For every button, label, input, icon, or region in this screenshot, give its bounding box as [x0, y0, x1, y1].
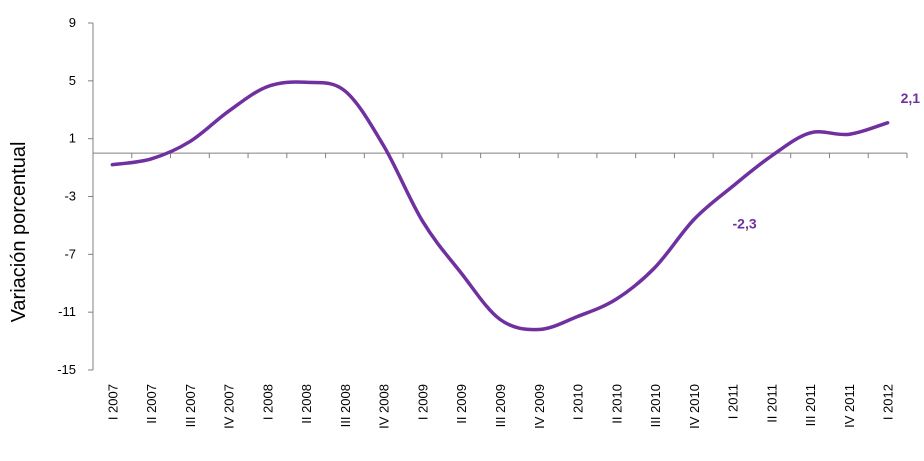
x-tick-label: III 2011: [803, 384, 818, 426]
x-tick-label: IV 2010: [687, 384, 702, 429]
x-tick-label: I 2010: [571, 384, 586, 420]
y-tick-label: -11: [58, 304, 76, 319]
x-tick-label: IV 2008: [377, 384, 392, 429]
x-tick-label: II 2007: [144, 384, 159, 424]
x-tick-label: III 2010: [648, 384, 663, 427]
data-label: 2,1: [901, 90, 921, 106]
y-tick-labels: 9 5 1 -3 -7 -11 -15: [57, 15, 76, 377]
data-label: -2,3: [733, 215, 757, 231]
y-tick-label: 1: [69, 131, 76, 146]
series-line: [110, 80, 890, 332]
y-tick-label: -3: [64, 189, 76, 204]
axes: [88, 22, 908, 371]
x-tick-label: III 2008: [338, 384, 353, 427]
y-tick-label: -7: [64, 246, 76, 261]
y-axis-title: Variación porcentual: [8, 142, 30, 323]
x-tick-labels: I 2007 II 2007 III 2007 IV 2007 I 2008 II 200…: [105, 384, 895, 429]
x-tick-label: I 2011: [726, 384, 741, 419]
y-tick-label: 9: [69, 15, 76, 30]
x-tick-label: II 2010: [609, 384, 624, 424]
x-tick-label: III 2009: [493, 384, 508, 427]
y-tick-label: 5: [69, 73, 76, 88]
x-tick-label: IV 2009: [532, 384, 547, 429]
x-tick-label: IV 2011: [842, 384, 857, 428]
y-tick-label: -15: [57, 362, 76, 377]
x-tick-label: IV 2007: [222, 384, 237, 429]
x-tick-label: I 2009: [415, 384, 430, 420]
data-labels: -2,3 2,1: [733, 90, 921, 232]
x-tick-label: III 2007: [183, 384, 198, 427]
x-tick-label: II 2011: [764, 384, 779, 423]
x-tick-label: II 2008: [299, 384, 314, 424]
x-tick-label: II 2009: [454, 384, 469, 424]
x-tick-label: I 2012: [881, 384, 896, 420]
x-tick-label: I 2008: [260, 384, 275, 420]
x-tick-label: I 2007: [105, 384, 120, 420]
